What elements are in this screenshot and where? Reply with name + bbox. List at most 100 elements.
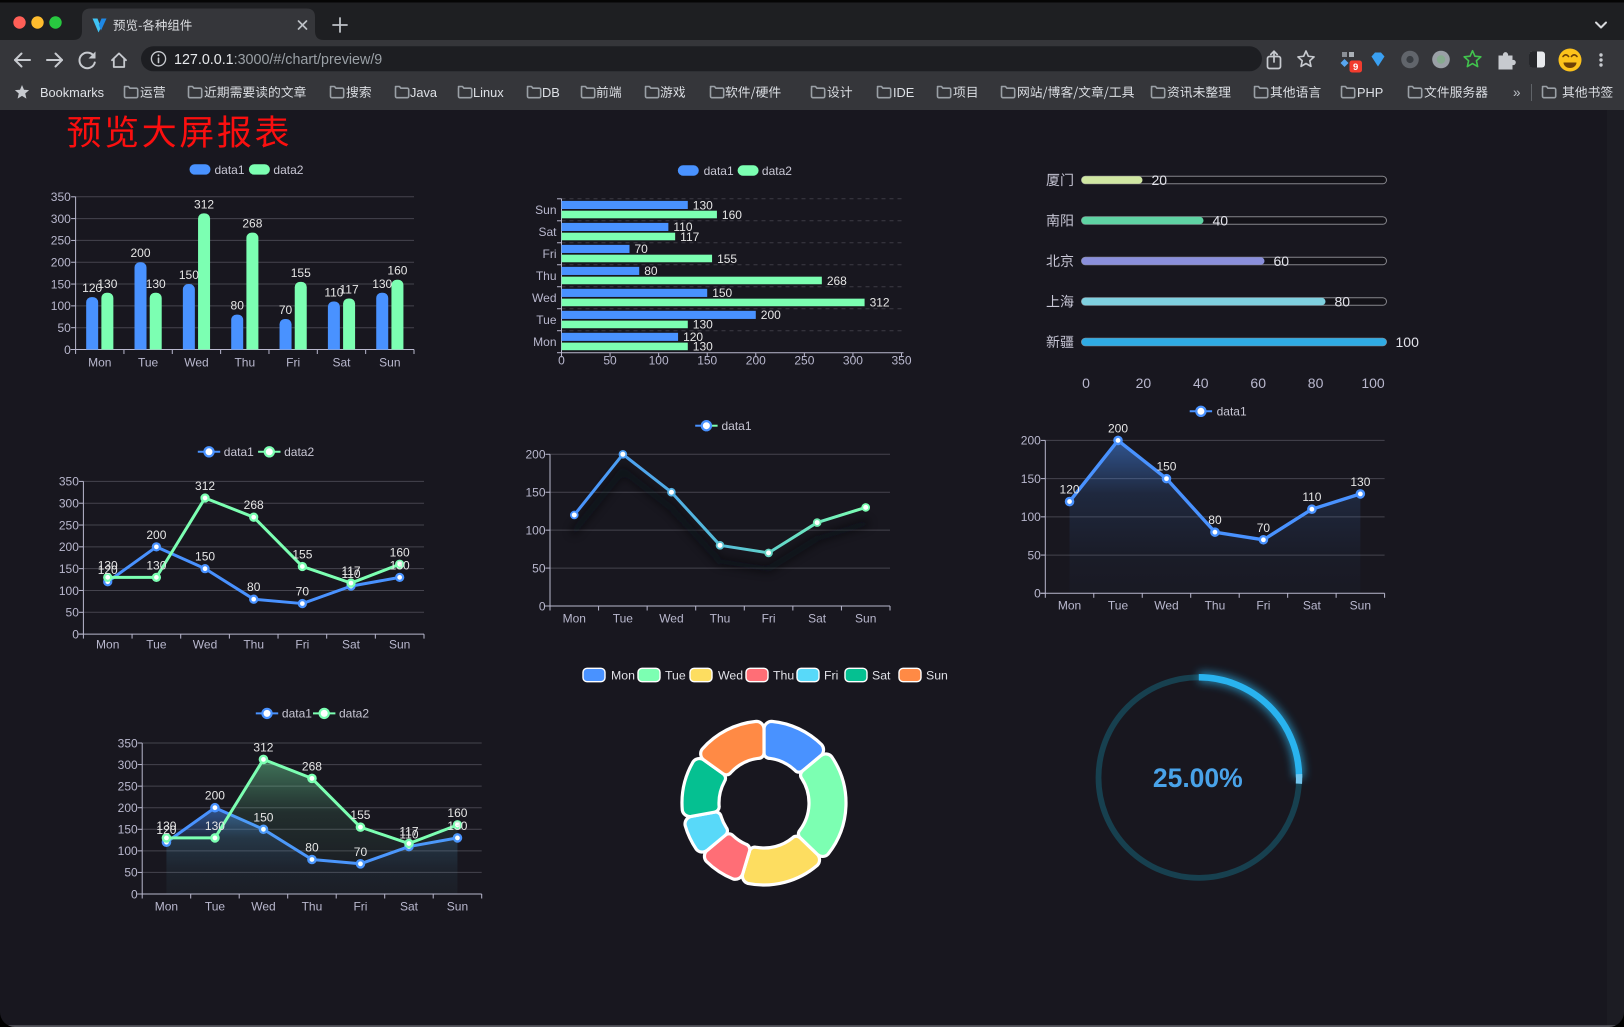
svg-text:60: 60 [1250,375,1266,391]
svg-text:Thu: Thu [234,356,255,370]
svg-text:80: 80 [1208,513,1222,527]
svg-text:300: 300 [118,758,138,772]
svg-text:Tue: Tue [205,899,226,913]
svg-text:Tue: Tue [138,356,159,370]
svg-text:PHP: PHP [1357,85,1383,100]
svg-text:100: 100 [1396,334,1420,350]
svg-text:130: 130 [156,819,176,833]
svg-text:70: 70 [296,585,310,599]
svg-text:80: 80 [247,580,261,594]
svg-text:100: 100 [59,584,79,598]
svg-text:130: 130 [693,318,713,332]
svg-text:40: 40 [1193,375,1209,391]
svg-text:Tue: Tue [1108,598,1129,612]
svg-text:130: 130 [97,277,117,291]
svg-text:268: 268 [242,217,262,231]
svg-text:Sun: Sun [447,899,468,913]
svg-text:Sun: Sun [926,669,948,683]
svg-text:Sun: Sun [389,637,410,651]
svg-text:data1: data1 [722,419,752,433]
svg-text:Wed: Wed [659,611,683,625]
svg-text:Wed: Wed [532,291,556,305]
svg-text:0: 0 [72,627,79,641]
svg-text:130: 130 [146,558,166,572]
svg-text:Tue: Tue [613,611,634,625]
svg-text:Thu: Thu [536,269,557,283]
svg-text:»: » [1513,85,1521,100]
svg-text:160: 160 [722,208,742,222]
svg-text:200: 200 [118,801,138,815]
svg-text:130: 130 [1350,475,1370,489]
svg-text:Tue: Tue [536,313,557,327]
svg-text:110: 110 [1302,490,1321,504]
svg-text:120: 120 [1060,483,1080,497]
svg-text:Wed: Wed [193,637,217,651]
svg-text:150: 150 [195,550,215,564]
svg-text:150: 150 [118,823,138,837]
svg-text:80: 80 [644,264,658,278]
svg-text:312: 312 [253,740,273,754]
svg-text:100: 100 [649,354,669,368]
svg-text:130: 130 [146,277,166,291]
svg-text:Sun: Sun [1350,598,1371,612]
svg-text:Fri: Fri [353,899,367,913]
svg-text:Bookmarks: Bookmarks [40,85,104,100]
svg-text:Mon: Mon [1058,598,1081,612]
svg-text:250: 250 [59,518,79,532]
svg-text:Sun: Sun [535,203,556,217]
svg-text:268: 268 [827,274,847,288]
svg-text:200: 200 [525,448,545,462]
svg-text:110: 110 [399,828,418,842]
svg-text:150: 150 [697,354,717,368]
svg-text:Mon: Mon [533,335,556,349]
svg-text:200: 200 [51,256,71,270]
svg-text:200: 200 [205,789,225,803]
svg-text:150: 150 [179,268,199,282]
svg-text:Fri: Fri [286,356,300,370]
svg-text:117: 117 [680,230,699,244]
svg-text:Thu: Thu [773,669,794,683]
svg-text:200: 200 [1021,434,1041,448]
svg-text:80: 80 [305,840,319,854]
svg-text:0: 0 [539,599,546,613]
svg-text:data2: data2 [339,707,369,721]
svg-text:160: 160 [387,264,407,278]
svg-text:Sun: Sun [855,611,876,625]
svg-text:Thu: Thu [243,637,264,651]
svg-text:268: 268 [302,759,322,773]
svg-text:268: 268 [244,498,264,512]
svg-text:Linux: Linux [473,85,504,100]
svg-text:350: 350 [118,736,138,750]
svg-text:110: 110 [324,286,343,300]
svg-text:0: 0 [64,343,71,357]
svg-text:50: 50 [66,606,80,620]
svg-text:100: 100 [118,844,138,858]
svg-text:data2: data2 [762,164,792,178]
svg-text:300: 300 [843,354,863,368]
svg-text:20: 20 [1152,172,1168,188]
svg-text:150: 150 [525,486,545,500]
svg-text:Sat: Sat [1303,598,1322,612]
svg-text:Wed: Wed [718,669,743,683]
svg-text:200: 200 [146,528,166,542]
svg-text:150: 150 [712,286,732,300]
svg-text:Mon: Mon [155,899,178,913]
svg-text:Tue: Tue [146,637,167,651]
svg-text:20: 20 [1136,375,1152,391]
svg-text:200: 200 [59,540,79,554]
svg-text:250: 250 [118,779,138,793]
svg-text:data2: data2 [284,445,314,459]
svg-text:50: 50 [124,866,138,880]
svg-text:130: 130 [693,340,713,354]
svg-text:80: 80 [231,299,245,313]
svg-text:155: 155 [350,808,370,822]
svg-text:350: 350 [891,354,911,368]
svg-text:0: 0 [1082,375,1090,391]
svg-text:Sat: Sat [808,611,827,625]
svg-text:Mon: Mon [611,669,635,683]
svg-text:155: 155 [291,266,311,280]
svg-text:312: 312 [870,296,890,310]
svg-text:130: 130 [390,558,410,572]
svg-text:120: 120 [156,823,176,837]
svg-text:Wed: Wed [1154,598,1178,612]
